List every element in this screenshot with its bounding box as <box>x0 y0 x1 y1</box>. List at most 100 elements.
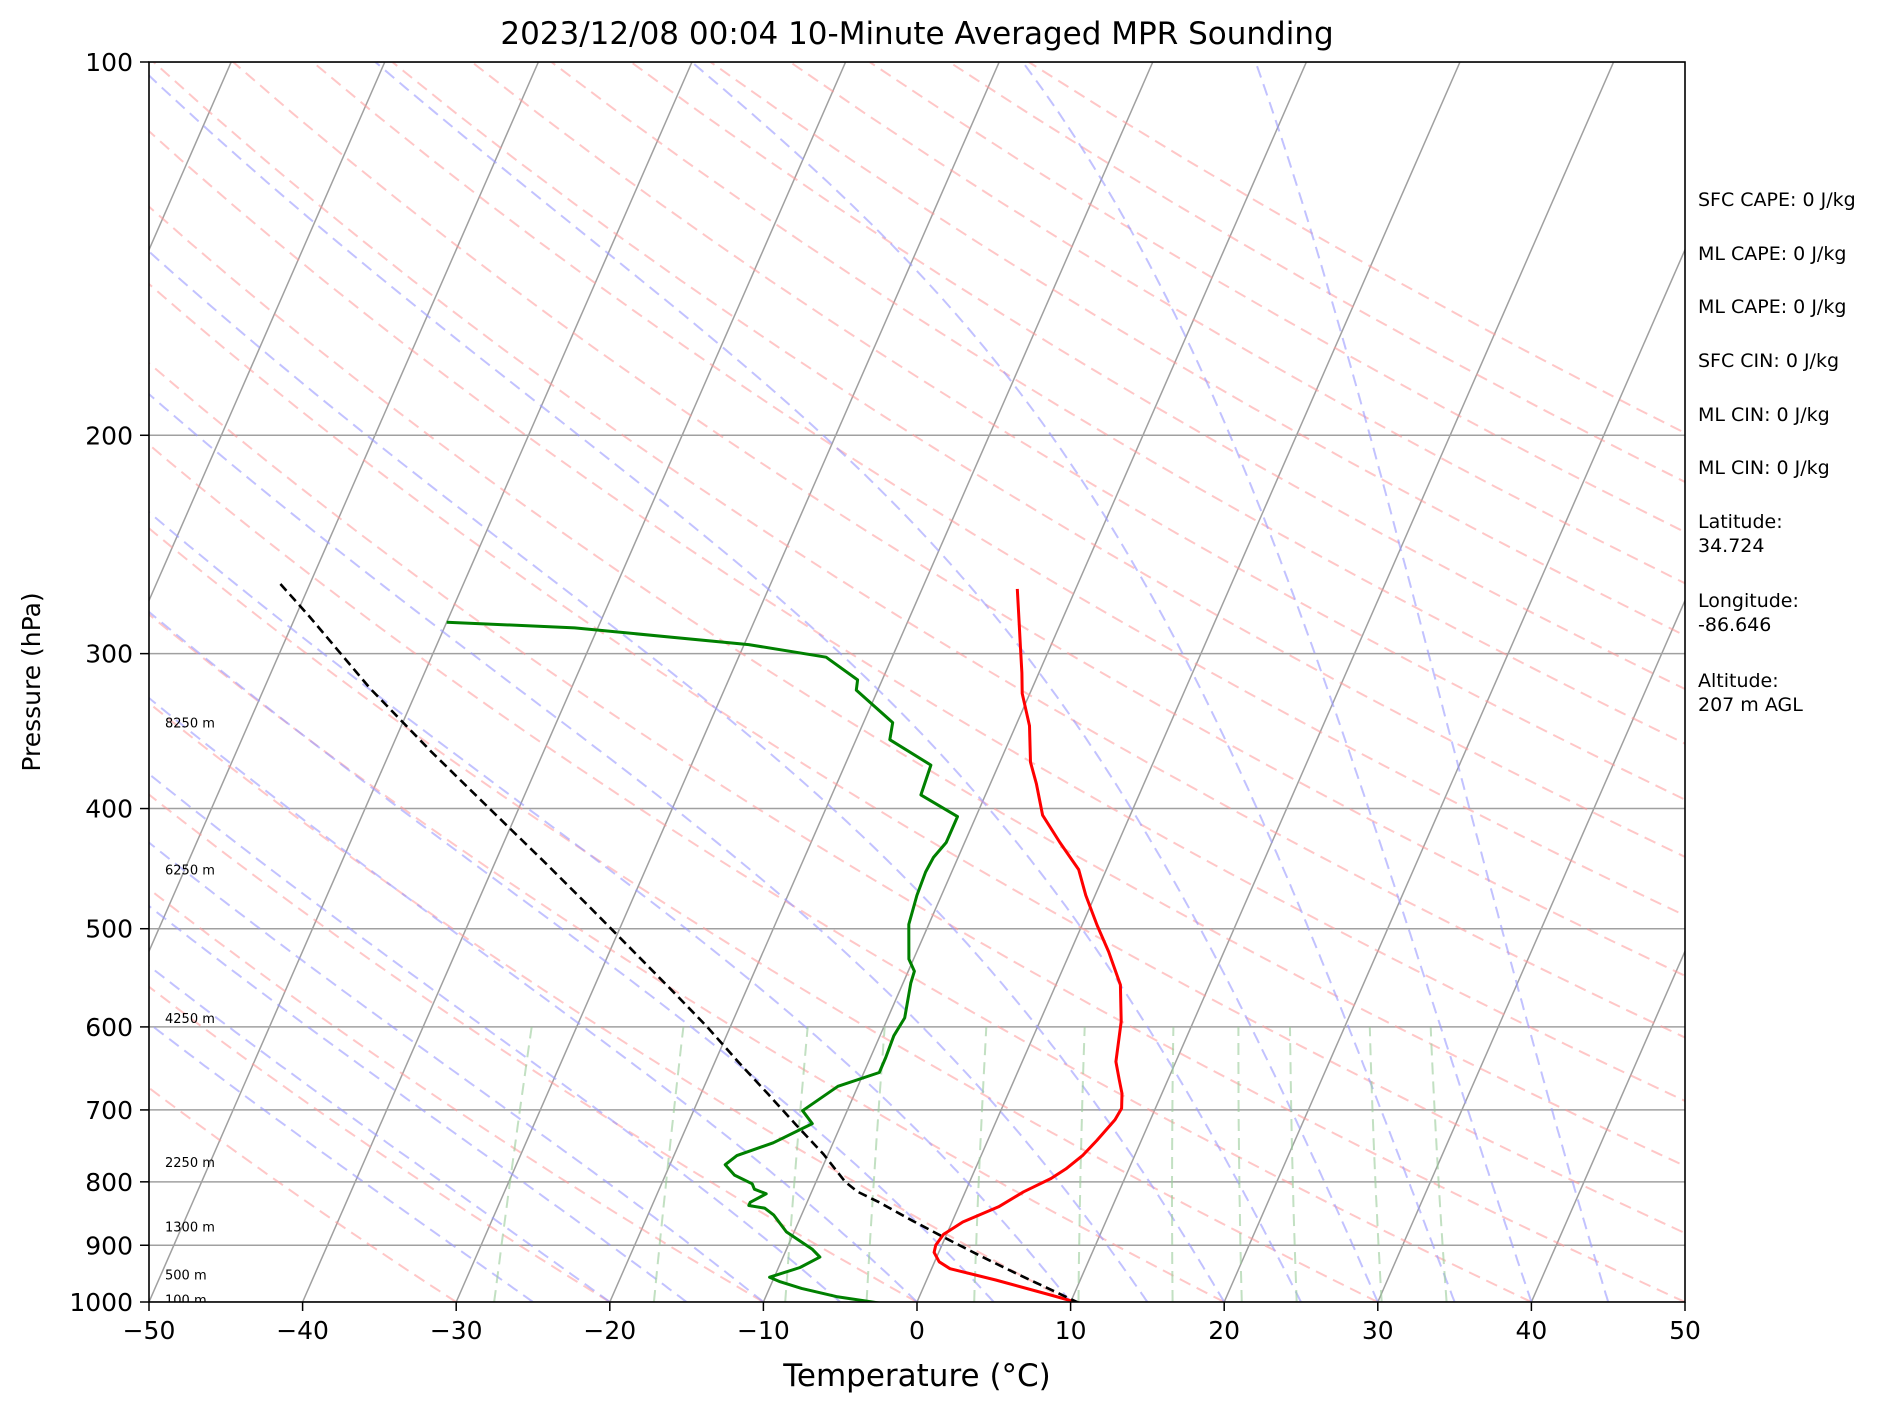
x-tick-label: −50 <box>123 1316 176 1345</box>
y-tick-label: 400 <box>85 795 133 824</box>
longitude-value: -86.646 <box>1698 614 1772 636</box>
y-tick-label: 700 <box>85 1096 133 1125</box>
x-tick-label: 30 <box>1362 1316 1394 1345</box>
moist-adiabat-line <box>149 392 1149 1302</box>
x-tick-label: −10 <box>737 1316 790 1345</box>
x-tick-label: −20 <box>583 1316 636 1345</box>
x-tick-label: 10 <box>1055 1316 1087 1345</box>
y-axis: 100 200 300 400 500 600 700 800 900 1000 <box>69 48 149 1317</box>
altitude-label: Altitude: <box>1698 670 1779 692</box>
chart-title: 2023/12/08 00:04 10-Minute Averaged MPR … <box>500 16 1333 52</box>
mixing-ratio-line <box>973 1026 988 1302</box>
dry-adiabat-line <box>471 62 1685 801</box>
height-label: 1300 m <box>165 1220 215 1235</box>
isotherm-line <box>455 62 1000 1302</box>
moist-adiabat-line <box>691 62 1456 1302</box>
y-tick-label: 100 <box>85 48 133 77</box>
y-tick-label: 300 <box>85 640 133 669</box>
dry-adiabat-line <box>550 62 1685 745</box>
x-axis: −50 −40 −30 −20 −10 0 10 20 30 40 50 <box>123 1302 1701 1345</box>
moist-adiabat-line <box>149 510 1072 1302</box>
sfc-cape-stat: SFC CAPE: 0 J/kg <box>1698 189 1856 211</box>
x-tick-label: 50 <box>1669 1316 1701 1345</box>
dewpoint-profile-line <box>446 620 959 1302</box>
moist-adiabat-line <box>1254 62 1610 1302</box>
dry-adiabat-line <box>149 129 1685 1103</box>
mixing-ratio-line <box>1077 1026 1086 1302</box>
mixing-ratio-line <box>652 1026 685 1302</box>
moist-adiabat-line <box>149 250 1226 1302</box>
height-label: 2250 m <box>165 1156 215 1171</box>
dry-adiabat-line <box>149 282 1685 1235</box>
isotherm-line <box>149 62 693 1302</box>
dry-adiabat-line <box>149 985 611 1302</box>
dry-adiabat-line <box>232 62 1685 977</box>
dry-adiabat-line <box>152 62 1685 1039</box>
mixing-ratio-line <box>784 1026 809 1302</box>
isotherm-line <box>609 62 1154 1302</box>
temperature-profile-line <box>932 588 1124 1302</box>
x-tick-label: 20 <box>1208 1316 1240 1345</box>
y-tick-label: 600 <box>85 1013 133 1042</box>
dry-adiabat-line <box>789 62 1685 585</box>
height-label: 6250 m <box>165 864 215 879</box>
isotherm-line <box>762 62 1308 1302</box>
isotherm-line <box>1377 598 1685 1302</box>
isotherm-line <box>1069 62 1615 1302</box>
latitude-label: Latitude: <box>1698 511 1783 533</box>
height-label: 500 m <box>165 1268 207 1283</box>
x-tick-label: 0 <box>909 1316 925 1345</box>
mixing-ratio-line <box>1237 1026 1243 1302</box>
moist-adiabat-line <box>1021 62 1533 1302</box>
ml-cape-stat: ML CAPE: 0 J/kg <box>1698 243 1847 265</box>
mixing-ratio-line <box>1289 1026 1298 1302</box>
ml-cin-stat: ML CIN: 0 J/kg <box>1698 404 1830 426</box>
latitude-value: 34.724 <box>1698 535 1765 557</box>
dry-adiabat-line <box>709 62 1685 637</box>
moist-adiabat-line <box>149 610 995 1302</box>
dry-adiabat-line <box>630 62 1685 691</box>
ml-cape-stat-2: ML CAPE: 0 J/kg <box>1698 296 1847 318</box>
y-tick-label: 900 <box>85 1231 133 1260</box>
y-axis-label: Pressure (hPa) <box>17 592 46 771</box>
mixing-ratio-line <box>493 1026 533 1302</box>
dry-adiabat-line <box>149 205 1685 1168</box>
x-axis-label: Temperature (°C) <box>782 1358 1051 1394</box>
dry-adiabat-line <box>312 62 1685 917</box>
y-tick-label: 500 <box>85 915 133 944</box>
dry-adiabat-line <box>149 1086 457 1302</box>
x-tick-label: −30 <box>430 1316 483 1345</box>
mixing-ratio-line <box>1429 1026 1448 1302</box>
isotherm-line <box>149 62 540 954</box>
dry-adiabat-line <box>149 701 1072 1302</box>
dry-adiabat-line <box>391 62 1685 859</box>
longitude-label: Longitude: <box>1698 590 1799 612</box>
mixing-ratio-line <box>865 1026 886 1302</box>
dry-adiabat-line <box>149 443 1532 1302</box>
dry-adiabat-line <box>149 361 1685 1302</box>
height-label: 100 m <box>165 1293 207 1308</box>
dry-adiabat-line <box>149 526 1379 1302</box>
moist-adiabat-line <box>149 772 841 1302</box>
isotherm-line <box>1223 247 1685 1302</box>
height-label: 4250 m <box>165 1012 215 1027</box>
x-tick-label: −40 <box>276 1316 329 1345</box>
moist-adiabat-line <box>149 74 1302 1302</box>
altitude-value: 207 m AGL <box>1698 694 1803 716</box>
parcel-profile-line <box>276 579 1080 1302</box>
mixing-ratio-line <box>1368 1026 1383 1302</box>
sfc-cin-stat: SFC CIN: 0 J/kg <box>1698 350 1840 372</box>
dry-adiabat-line <box>149 887 764 1302</box>
dry-adiabat-line <box>149 793 918 1302</box>
isotherm-line <box>1530 949 1685 1302</box>
ml-cin-stat-2: ML CIN: 0 J/kg <box>1698 457 1830 479</box>
moist-adiabat-line <box>149 841 765 1302</box>
y-tick-label: 200 <box>85 421 133 450</box>
height-label: 8250 m <box>165 717 215 732</box>
y-tick-label: 1000 <box>69 1288 133 1317</box>
isotherm-line <box>149 62 386 603</box>
isotherm-line <box>916 62 1461 1302</box>
moist-adiabat-line <box>374 62 1379 1302</box>
dry-adiabat-line <box>149 613 1225 1302</box>
